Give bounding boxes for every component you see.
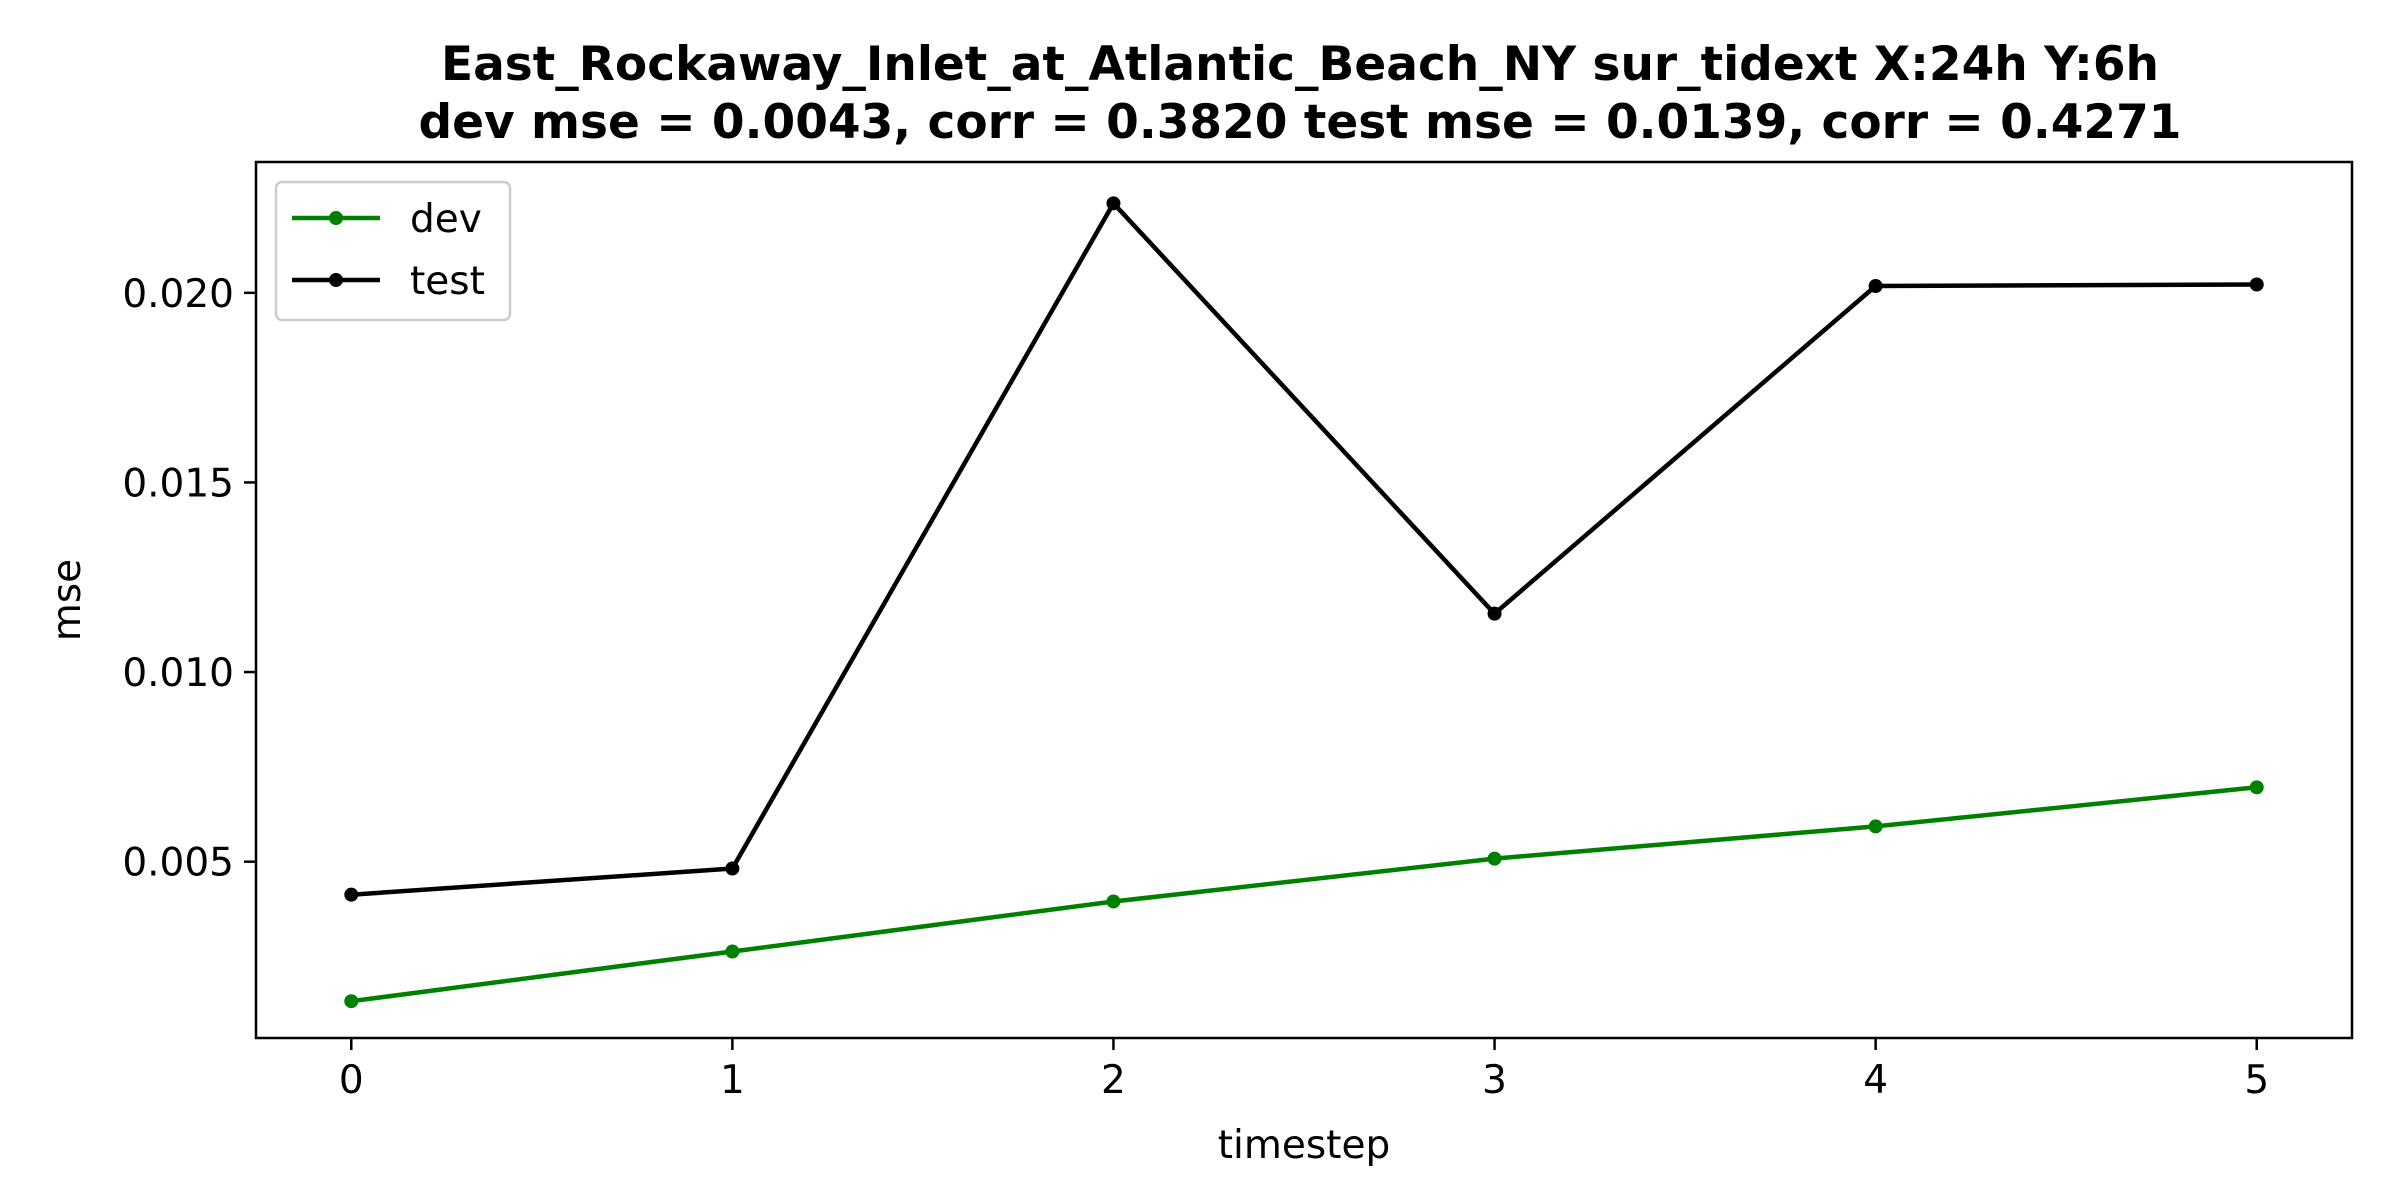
x-axis: 0 1 2 3 4 5	[339, 1038, 2269, 1103]
data-point-test	[2249, 277, 2264, 292]
series-dev-line	[351, 785, 2257, 1004]
y-axis: 0.005 0.010 0.015 0.020	[122, 272, 256, 886]
series-test-line	[351, 201, 2257, 897]
x-axis-label: timestep	[1218, 1123, 1390, 1168]
y-tick-label: 0.005	[122, 841, 234, 886]
chart-title: East_Rockaway_Inlet_at_Atlantic_Beach_NY…	[418, 37, 2181, 150]
x-tick-label: 5	[2244, 1058, 2269, 1103]
series-dev	[344, 780, 2264, 1009]
plot-area	[254, 160, 2354, 1040]
x-tick-label: 1	[720, 1058, 745, 1103]
data-point-dev	[344, 994, 359, 1009]
y-tick-label: 0.010	[122, 651, 234, 696]
chart-title-line-2: dev mse = 0.0043, corr = 0.3820 test mse…	[418, 95, 2181, 150]
x-tick-label: 2	[1101, 1058, 1126, 1103]
data-point-dev	[725, 944, 740, 959]
data-point-test	[344, 887, 359, 902]
x-tick-label: 0	[339, 1058, 364, 1103]
legend: dev test	[274, 180, 512, 322]
data-point-test	[1868, 279, 1883, 294]
x-tick-label: 4	[1863, 1058, 1888, 1103]
legend-test-label: test	[410, 259, 485, 304]
legend-dev-marker	[329, 211, 343, 225]
data-point-dev	[1868, 819, 1883, 834]
data-point-test	[1487, 606, 1502, 621]
series-test	[344, 196, 2264, 902]
y-tick-label: 0.015	[122, 461, 234, 506]
legend-dev-label: dev	[410, 197, 482, 242]
data-point-dev	[1487, 851, 1502, 866]
chart-title-line-1: East_Rockaway_Inlet_at_Atlantic_Beach_NY…	[441, 37, 2159, 92]
data-point-test	[1106, 196, 1121, 211]
legend-test-marker	[329, 273, 343, 287]
y-axis-label: mse	[45, 559, 90, 641]
y-tick-label: 0.020	[122, 272, 234, 317]
x-tick-label: 3	[1482, 1058, 1507, 1103]
data-point-dev	[1106, 894, 1121, 909]
series-layer	[344, 196, 2264, 1009]
data-point-dev	[2249, 780, 2264, 795]
data-point-test	[725, 861, 740, 876]
